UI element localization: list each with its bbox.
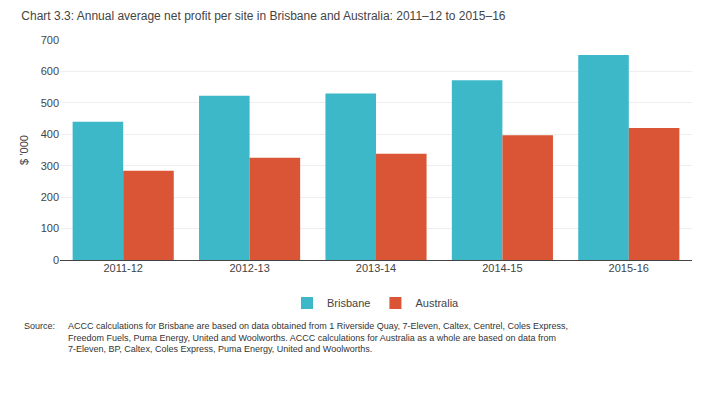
svg-text:Source:: Source:: [24, 321, 55, 331]
svg-text:Australia: Australia: [415, 297, 459, 309]
svg-text:400: 400: [41, 128, 59, 140]
svg-text:$ ’000: $ ’000: [18, 135, 30, 165]
svg-text:Chart 3.3: Annual average net: Chart 3.3: Annual average net profit per…: [21, 9, 505, 23]
svg-text:500: 500: [41, 97, 59, 109]
svg-text:200: 200: [41, 191, 59, 203]
svg-text:2012-13: 2012-13: [229, 262, 269, 274]
svg-text:2015-16: 2015-16: [609, 262, 649, 274]
svg-text:300: 300: [41, 160, 59, 172]
svg-text:100: 100: [41, 222, 59, 234]
svg-text:2013-14: 2013-14: [356, 262, 396, 274]
svg-text:Brisbane: Brisbane: [327, 297, 370, 309]
svg-text:2014-15: 2014-15: [482, 262, 522, 274]
svg-text:2011-12: 2011-12: [103, 262, 143, 274]
svg-text:600: 600: [41, 65, 59, 77]
svg-text:0: 0: [53, 254, 59, 266]
svg-text:700: 700: [41, 34, 59, 46]
svg-text:ACCC calculations for Brisbane: ACCC calculations for Brisbane are based…: [68, 321, 568, 354]
